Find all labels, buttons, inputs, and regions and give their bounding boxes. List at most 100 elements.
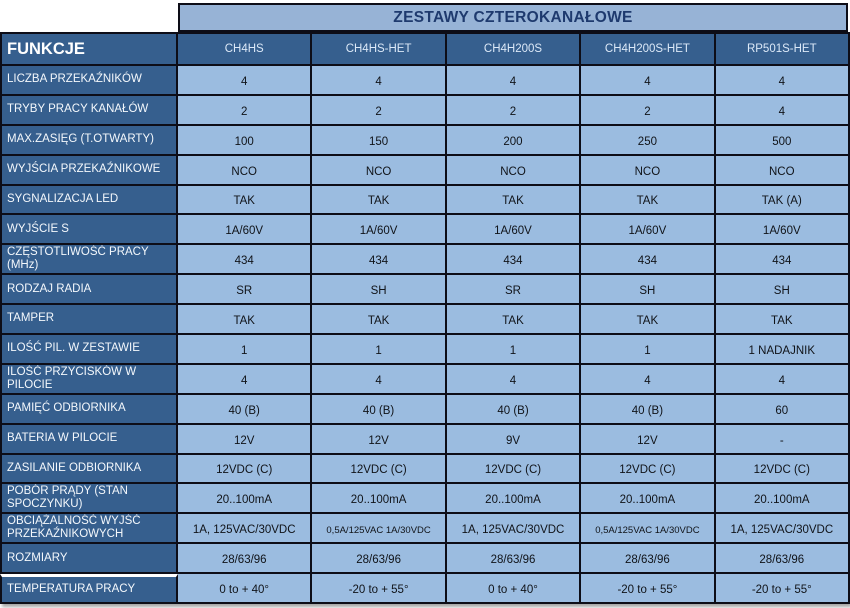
- table-cell: 12V: [178, 424, 313, 455]
- table-cell: 4: [715, 95, 850, 126]
- table-cell: 2: [312, 95, 447, 126]
- table-cell: 12VDC (C): [446, 454, 582, 485]
- table-cell: 20..100mA: [581, 484, 716, 515]
- table-cell: 0 to + 40°: [446, 574, 582, 604]
- table-cell: TAK: [178, 185, 313, 216]
- table-cell: -20 to + 55°: [715, 574, 850, 604]
- table-cell: 1A/60V: [446, 215, 582, 246]
- table-cell: NCO: [312, 155, 447, 186]
- row-label: TEMPERATURA PRACY: [0, 574, 178, 604]
- table-cell: -: [715, 424, 850, 455]
- table-cell: 12V: [312, 424, 447, 455]
- table-cell: TAK: [446, 305, 582, 335]
- row-label: BATERIA W PILOCIE: [0, 424, 178, 455]
- table-cell: SH: [715, 275, 850, 306]
- row-label: ILOŚĆ PRZYCISKÓW W PILOCIE: [0, 364, 178, 395]
- table-cell: 4: [312, 66, 447, 96]
- table-cell: TAK: [446, 185, 582, 216]
- table-cell: 12VDC (C): [312, 454, 447, 485]
- table-cell: 4: [178, 66, 313, 96]
- column-header: CH4H200S: [446, 32, 582, 66]
- table-cell: 20..100mA: [312, 484, 447, 515]
- row-label: ILOŚĆ PIL. W ZESTAWIE: [0, 335, 178, 365]
- spec-table: FUNKCJE CH4HS CH4HS-HET CH4H200S CH4H200S-HE…: [0, 32, 850, 604]
- table-cell: 0,5A/125VAC 1A/30VDC: [312, 514, 447, 545]
- table-cell: 434: [446, 245, 582, 276]
- table-cell: -20 to + 55°: [581, 574, 716, 604]
- table-cell: 4: [446, 66, 582, 96]
- table-cell: 4: [178, 364, 313, 395]
- table-cell: 1A/60V: [178, 215, 313, 246]
- table-cell: 200: [446, 125, 582, 156]
- table-cell: 1: [446, 335, 582, 365]
- table-cell: 1: [312, 335, 447, 365]
- table-cell: NCO: [446, 155, 582, 186]
- table-cell: 28/63/96: [715, 544, 850, 575]
- row-label: ROZMIARY: [0, 544, 178, 575]
- table-cell: 20..100mA: [715, 484, 850, 515]
- table-cell: 12V: [581, 424, 716, 455]
- table-cell: 60: [715, 394, 850, 425]
- row-label: ZASILANIE ODBIORNIKA: [0, 454, 178, 485]
- table-cell: 1A, 125VAC/30VDC: [715, 514, 850, 545]
- table-cell: 100: [178, 125, 313, 156]
- table-cell: NCO: [581, 155, 716, 186]
- row-label: WYJŚCIE S: [0, 215, 178, 246]
- table-cell: 2: [581, 95, 716, 126]
- table-cell: TAK: [581, 305, 716, 335]
- table-cell: 500: [715, 125, 850, 156]
- row-label: POBÓR PRĄDY (STAN SPOCZYNKU): [0, 484, 178, 515]
- corner-header-funkcje: FUNKCJE: [0, 32, 178, 66]
- table-title: ZESTAWY CZTEROKANAŁOWE: [178, 3, 848, 32]
- table-cell: 4: [312, 364, 447, 395]
- table-cell: 28/63/96: [581, 544, 716, 575]
- table-cell: 2: [446, 95, 582, 126]
- column-header: CH4H200S-HET: [581, 32, 716, 66]
- row-label: OBCIĄŻALNOŚĆ WYJŚĆ PRZEKAŹNIKOWYCH: [0, 514, 178, 545]
- table-cell: 1A, 125VAC/30VDC: [446, 514, 582, 545]
- table-cell: 1A, 125VAC/30VDC: [178, 514, 313, 545]
- table-cell: 250: [581, 125, 716, 156]
- table-cell: 434: [715, 245, 850, 276]
- table-cell: 434: [581, 245, 716, 276]
- table-cell: 4: [446, 364, 582, 395]
- table-cell: 40 (B): [446, 394, 582, 425]
- table-cell: 0 to + 40°: [178, 574, 313, 604]
- table-cell: TAK: [178, 305, 313, 335]
- table-cell: 12VDC (C): [581, 454, 716, 485]
- table-cell: 28/63/96: [178, 544, 313, 575]
- table-cell: 434: [312, 245, 447, 276]
- row-label: RODZAJ RADIA: [0, 275, 178, 306]
- row-label: PAMIĘĆ ODBIORNIKA: [0, 394, 178, 425]
- table-cell: 12VDC (C): [715, 454, 850, 485]
- table-cell: NCO: [715, 155, 850, 186]
- table-cell: 1: [581, 335, 716, 365]
- column-header: CH4HS: [178, 32, 313, 66]
- table-cell: 0,5A/125VAC 1A/30VDC: [581, 514, 716, 545]
- table-cell: TAK (A): [715, 185, 850, 216]
- table-cell: TAK: [312, 185, 447, 216]
- table-cell: 40 (B): [178, 394, 313, 425]
- row-label: SYGNALIZACJA LED: [0, 185, 178, 216]
- table-cell: 1A/60V: [312, 215, 447, 246]
- table-cell: 1A/60V: [581, 215, 716, 246]
- row-label: TRYBY PRACY KANAŁÓW: [0, 95, 178, 126]
- table-cell: 150: [312, 125, 447, 156]
- table-cell: 20..100mA: [178, 484, 313, 515]
- column-header: RP501S-HET: [715, 32, 850, 66]
- table-cell: 1 NADAJNIK: [715, 335, 850, 365]
- table-cell: 20..100mA: [446, 484, 582, 515]
- table-cell: SR: [446, 275, 582, 306]
- table-cell: 1A/60V: [715, 215, 850, 246]
- table-cell: 40 (B): [581, 394, 716, 425]
- row-label: LICZBA PRZEKAŹNIKÓW: [0, 66, 178, 96]
- column-header: CH4HS-HET: [312, 32, 447, 66]
- table-cell: 434: [178, 245, 313, 276]
- table-cell: 12VDC (C): [178, 454, 313, 485]
- table-cell: 40 (B): [312, 394, 447, 425]
- table-cell: NCO: [178, 155, 313, 186]
- table-cell: 4: [715, 66, 850, 96]
- table-cell: 4: [715, 364, 850, 395]
- row-label: TAMPER: [0, 305, 178, 335]
